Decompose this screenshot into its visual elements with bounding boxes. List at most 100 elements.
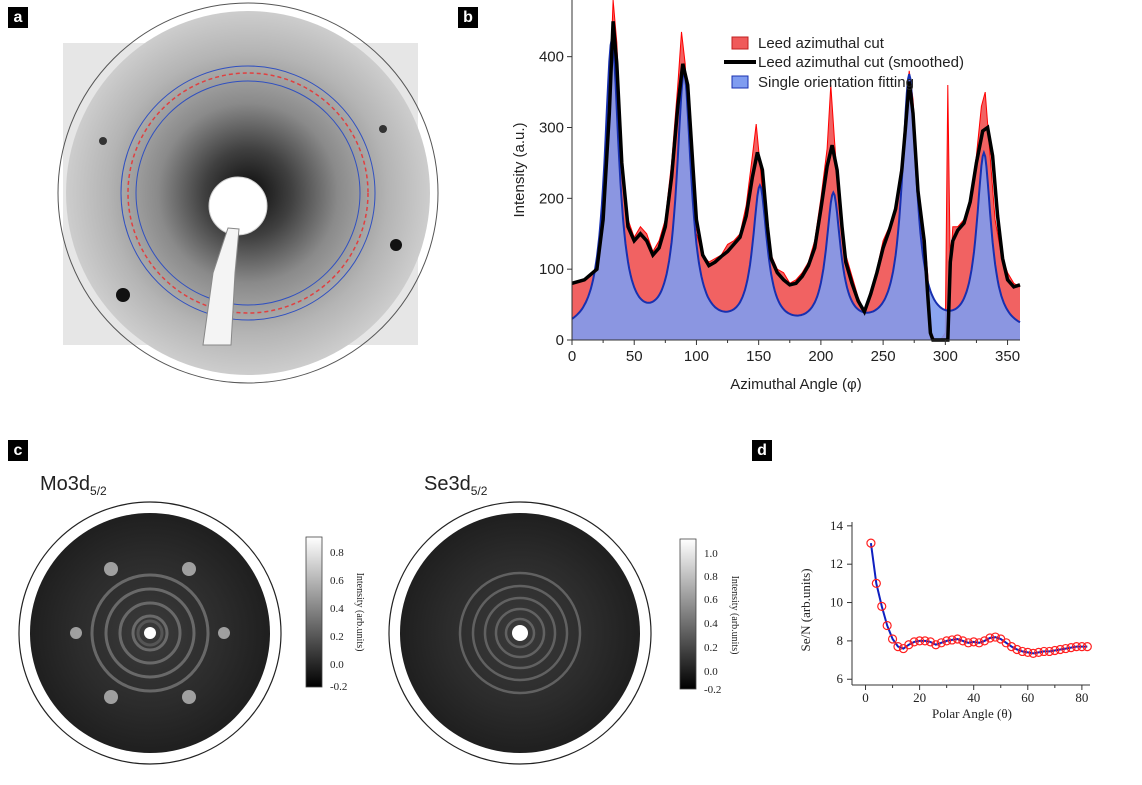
svg-text:1.0: 1.0 (704, 548, 718, 560)
x-axis-label-d: Polar Angle (θ) (932, 706, 1012, 721)
data-point (979, 636, 990, 646)
data-point (1066, 643, 1076, 653)
data-point (936, 638, 946, 648)
series-line-d (869, 542, 1088, 655)
series-smoothed-line (571, 21, 1021, 342)
inner-ring (135, 80, 361, 306)
svg-text:0.2: 0.2 (330, 631, 344, 643)
series-fit-line (571, 38, 1021, 324)
data-point (1044, 646, 1055, 657)
x-tick-label-d: 20 (913, 690, 926, 705)
data-point (931, 640, 941, 650)
colorbar-ticks-mo: 0.8 0.6 0.4 0.2 0.0 -0.2 (330, 547, 347, 693)
map-se3d: Se3d5/2 1.0 0.8 0.6 0.4 0.2 0.0 -0.2 Int… (388, 473, 740, 765)
y-tick-label: 200 (539, 190, 564, 207)
data-point (963, 638, 973, 648)
x-tick-label-d: 80 (1075, 690, 1088, 705)
series-points-d (866, 538, 1092, 658)
data-point (1055, 644, 1065, 655)
data-point (904, 640, 914, 650)
svg-text:-0.2: -0.2 (330, 681, 347, 693)
plot-area (571, 0, 1021, 342)
data-point (877, 601, 887, 611)
svg-text:-0.2: -0.2 (704, 684, 721, 696)
panel-b-tag: b (458, 7, 478, 28)
map-title-se: Se3d5/2 (424, 473, 488, 498)
legend-label-fit: Single orientation fitting (758, 74, 914, 91)
svg-text:0.0: 0.0 (704, 666, 718, 678)
dashed-ring (127, 72, 369, 314)
polar-angle-chart: 0 20 40 60 80 6 8 10 12 14 Polar Angle (θ) Se/N (… (798, 518, 1092, 721)
data-point (866, 538, 876, 548)
y-tick-label-d: 8 (837, 633, 844, 648)
panel-a-tag: a (8, 7, 28, 28)
svg-text:0.4: 0.4 (704, 618, 718, 630)
colorbar-label-se: Intensity (arb.units) (729, 576, 740, 655)
svg-text:0.4: 0.4 (330, 603, 344, 615)
leed-spots (99, 125, 402, 302)
x-tick-label: 100 (684, 348, 709, 365)
outer-ring (120, 65, 376, 321)
data-point (942, 636, 952, 646)
map-title-mo: Mo3d5/2 (40, 473, 107, 498)
data-point (920, 636, 930, 646)
x-tick-label: 300 (933, 348, 958, 365)
x-axis-label: Azimuthal Angle (φ) (730, 376, 861, 393)
data-point (1071, 642, 1082, 652)
data-point (1012, 644, 1022, 655)
y-tick-label-d: 12 (830, 556, 843, 571)
data-point (1034, 647, 1044, 657)
data-point (958, 636, 968, 646)
data-point (1050, 645, 1060, 656)
y-tick-label-d: 10 (830, 595, 843, 610)
axes-d: 0 20 40 60 80 6 8 10 12 14 (830, 518, 1090, 705)
x-tick-label: 250 (871, 348, 896, 365)
panel-d-tag: d (752, 440, 772, 461)
x-tick-label: 200 (808, 348, 833, 365)
svg-text:0.8: 0.8 (704, 571, 718, 583)
colorbar-ticks-se: 1.0 0.8 0.6 0.4 0.2 0.0 -0.2 (704, 548, 721, 696)
data-point (990, 632, 1000, 642)
svg-text:0.0: 0.0 (330, 659, 344, 671)
data-point (909, 637, 919, 647)
data-point (887, 634, 898, 644)
panel-c-tag: c (8, 440, 28, 461)
y-tick-label-d: 14 (830, 518, 844, 533)
holder-arm (202, 227, 240, 346)
data-point (1039, 646, 1049, 657)
legend: Leed azimuthal cut Leed azimuthal cut (s… (724, 35, 964, 91)
y-tick-label: 0 (556, 332, 564, 349)
y-tick-label-d: 6 (837, 671, 844, 686)
data-point (1061, 643, 1071, 654)
y-axis-label-d: Se/N (arb.units) (798, 568, 813, 651)
data-point (882, 620, 892, 631)
data-point (925, 637, 936, 647)
colorbar-label-mo: Intensity (arb.units) (354, 573, 365, 652)
svg-text:0.6: 0.6 (330, 575, 344, 587)
data-point (1028, 648, 1038, 658)
x-tick-label: 350 (995, 348, 1020, 365)
y-tick-label: 400 (539, 49, 564, 66)
data-point (1082, 642, 1092, 652)
svg-text:0.6: 0.6 (704, 594, 718, 606)
data-point (871, 578, 881, 588)
data-point (974, 638, 984, 648)
x-tick-label: 0 (568, 348, 576, 365)
data-point (1006, 642, 1017, 652)
azimuthal-chart: 0 50 100 150 200 250 300 350 0 100 200 300 400 Azimu… (511, 0, 1021, 393)
y-axis-label: Intensity (a.u.) (511, 122, 528, 217)
data-point (1077, 642, 1087, 652)
data-point (1023, 647, 1033, 657)
data-point (893, 642, 903, 652)
x-tick-label: 150 (746, 348, 771, 365)
data-point (969, 637, 979, 647)
legend-label-raw: Leed azimuthal cut (758, 35, 885, 52)
y-tick-label: 100 (539, 261, 564, 278)
data-point (915, 636, 925, 646)
axes-b: 0 50 100 150 200 250 300 350 0 100 200 300 400 (539, 0, 1020, 365)
svg-text:0.2: 0.2 (704, 642, 718, 654)
x-tick-label: 50 (626, 348, 643, 365)
data-point (947, 635, 957, 645)
svg-text:0.8: 0.8 (330, 547, 344, 559)
data-point (1017, 646, 1027, 657)
